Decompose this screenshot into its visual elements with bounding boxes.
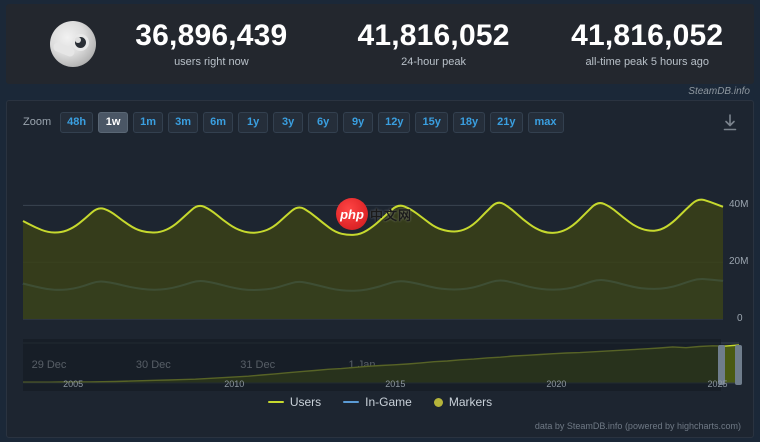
legend-marker-line-icon — [267, 401, 284, 403]
zoom-button-9y[interactable]: 9y — [343, 111, 374, 133]
stat-all-time-peak: 41,816,052 all-time peak 5 hours ago — [540, 19, 754, 69]
chart-plot-area[interactable] — [7, 143, 753, 369]
zoom-button-15y[interactable]: 15y — [415, 111, 448, 133]
legend-marker-line-icon — [343, 401, 360, 403]
y-axis-tick-20m: 20M — [729, 256, 749, 268]
series-line-users[interactable] — [22, 198, 724, 236]
navigator-year-tick: 2010 — [224, 379, 245, 389]
zoom-label: Zoom — [23, 116, 52, 128]
stat-value: 36,896,439 — [135, 19, 288, 52]
legend-item-users[interactable]: Users — [267, 395, 322, 409]
navigator-year-tick: 2015 — [385, 379, 406, 389]
navigator-handle-right[interactable] — [735, 345, 742, 385]
series-area-users — [23, 199, 723, 319]
chart-panel: Zoom 48h 1w 1m 3m 6m 1y 3y 6y 9y 12y 15y 18y 21y max … — [6, 100, 754, 438]
legend-item-label: Markers — [448, 395, 493, 409]
chart-svg — [22, 198, 724, 320]
steam-logo-icon — [50, 21, 96, 67]
legend-item-label: Users — [289, 395, 322, 409]
legend-item-markers[interactable]: Markers — [433, 395, 493, 409]
y-axis-tick-40m: 40M — [729, 199, 749, 211]
navigator-year-tick: 2020 — [546, 379, 567, 389]
stats-header: 36,896,439 users right now 41,816,052 24… — [6, 4, 754, 84]
stat-label: users right now — [174, 56, 249, 68]
zoom-button-1w[interactable]: 1w — [98, 111, 129, 133]
zoom-button-max[interactable]: max — [527, 111, 564, 133]
zoom-button-1m[interactable]: 1m — [133, 111, 164, 133]
zoom-button-3y[interactable]: 3y — [273, 111, 304, 133]
stat-value: 41,816,052 — [571, 19, 724, 52]
zoom-button-3m[interactable]: 3m — [168, 111, 199, 133]
navigator-year-tick: 2025 — [707, 379, 728, 389]
zoom-button-48h[interactable]: 48h — [60, 111, 94, 133]
zoom-button-6y[interactable]: 6y — [308, 111, 339, 133]
chart-legend: Users In-Game Markers — [7, 395, 753, 409]
zoom-button-21y[interactable]: 21y — [490, 111, 523, 133]
steam-logo-inner — [71, 33, 89, 51]
stat-label: all-time peak 5 hours ago — [585, 56, 709, 68]
navigator-year-tick: 2005 — [63, 379, 84, 389]
stat-label: 24-hour peak — [401, 56, 466, 68]
y-axis-tick-0: 0 — [737, 313, 743, 324]
legend-marker-dot-icon — [433, 397, 443, 407]
zoom-range-selector: Zoom 48h 1w 1m 3m 6m 1y 3y 6y 9y 12y 15y 18y 21y max — [7, 101, 753, 143]
stats-group: 36,896,439 users right now 41,816,052 24… — [96, 19, 754, 69]
stat-value: 41,816,052 — [357, 19, 510, 52]
stat-users-right-now: 36,896,439 users right now — [96, 19, 327, 69]
navigator-handle-left[interactable] — [718, 345, 726, 385]
range-navigator[interactable]: 2005 2010 2015 2020 2025 — [23, 339, 742, 391]
zoom-button-1y[interactable]: 1y — [238, 111, 269, 133]
download-icon[interactable] — [721, 113, 739, 133]
steam-logo-dot — [74, 36, 81, 43]
steamdb-watermark: SteamDB.info — [688, 86, 750, 97]
legend-item-label: In-Game — [365, 395, 412, 409]
legend-item-in-game[interactable]: In-Game — [343, 395, 412, 409]
zoom-button-6m[interactable]: 6m — [203, 111, 234, 133]
zoom-button-18y[interactable]: 18y — [452, 111, 486, 133]
zoom-button-12y[interactable]: 12y — [378, 111, 411, 133]
zoom-button-group: 48h 1w 1m 3m 6m 1y 3y 6y 9y 12y 15y 18y 21y max — [60, 111, 564, 133]
navigator-mask-left — [23, 339, 722, 391]
chart-credits: data by SteamDB.info (powered by highcha… — [534, 421, 741, 431]
stat-24-hour-peak: 41,816,052 24-hour peak — [327, 19, 541, 69]
